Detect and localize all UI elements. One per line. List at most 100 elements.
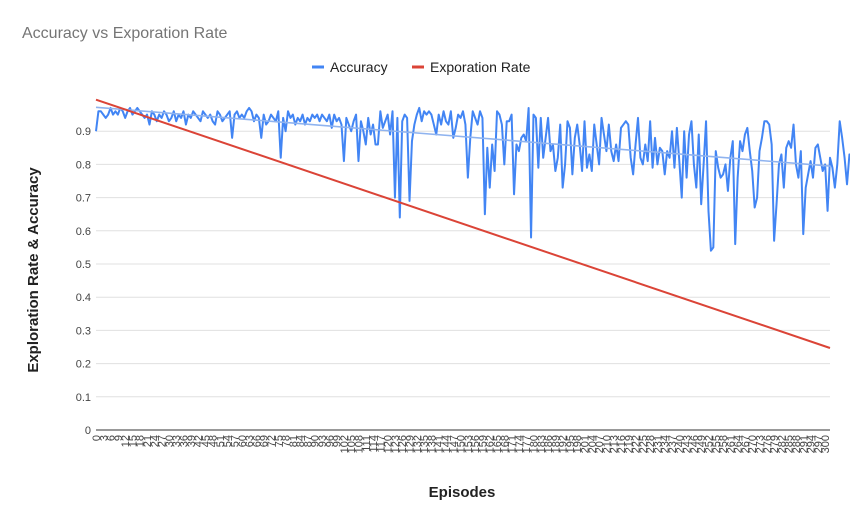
x-tick-label: 165 — [492, 435, 504, 453]
x-tick-label: 126 — [397, 435, 409, 453]
x-tick-label: 246 — [689, 435, 701, 453]
x-tick-label: 42 — [193, 435, 205, 447]
x-tick-label: 252 — [703, 435, 715, 453]
x-tick-label: 63 — [244, 435, 256, 447]
x-tick-label: 225 — [638, 435, 650, 453]
y-tick-label: 0.1 — [76, 392, 91, 404]
x-tick-label: 207 — [594, 435, 606, 453]
x-tick-label: 21 — [142, 435, 154, 447]
series-accuracy — [95, 106, 850, 252]
y-tick-label: 0.2 — [76, 359, 91, 371]
x-tick-label: 198 — [572, 435, 584, 453]
x-tick-label: 240 — [674, 435, 686, 453]
x-tick-label: 30 — [164, 435, 176, 447]
y-tick-label: 0.6 — [76, 226, 91, 238]
x-tick-label: 36 — [178, 435, 190, 447]
x-tick-label: 102 — [339, 435, 351, 453]
x-tick-label: 90 — [310, 435, 322, 447]
x-tick-label: 81 — [288, 435, 300, 447]
x-tick-label: 129 — [405, 435, 417, 453]
x-tick-label: 0 — [91, 435, 103, 441]
x-tick-label: 108 — [353, 435, 365, 453]
x-tick-label: 87 — [302, 435, 314, 447]
x-tick-label: 141 — [434, 435, 446, 453]
x-tick-label: 162 — [485, 435, 497, 453]
x-tick-label: 291 — [798, 435, 810, 453]
x-tick-label: 195 — [565, 435, 577, 453]
x-tick-label: 18 — [135, 435, 147, 447]
y-tick-label: 0.3 — [76, 325, 91, 337]
x-tick-label: 231 — [652, 435, 664, 453]
x-tick-label: 57 — [230, 435, 242, 447]
x-tick-label: 300 — [820, 435, 832, 453]
x-tick-label: 222 — [631, 435, 643, 453]
x-tick-label: 48 — [208, 435, 220, 447]
x-tick-label: 177 — [521, 435, 533, 453]
x-tick-label: 267 — [740, 435, 752, 453]
x-tick-label: 264 — [733, 435, 745, 453]
x-tick-label: 33 — [171, 435, 183, 447]
x-tick-label: 12 — [120, 435, 132, 447]
legend: Accuracy Exporation Rate — [312, 59, 531, 75]
x-axis-title: Episodes — [429, 484, 496, 501]
x-tick-label: 285 — [784, 435, 796, 453]
x-tick-label: 96 — [324, 435, 336, 447]
x-tick-label: 84 — [295, 435, 307, 447]
x-tick-label: 192 — [558, 435, 570, 453]
x-tick-label: 111 — [361, 435, 373, 452]
x-tick-label: 69 — [259, 435, 271, 447]
x-tick-label: 99 — [332, 435, 344, 447]
x-tick-label: 51 — [215, 435, 227, 447]
x-tick-label: 120 — [383, 435, 395, 453]
x-axis-ticks: 0369121518212427303336394245485154576063… — [91, 435, 832, 453]
y-tick-label: 0.7 — [76, 193, 91, 205]
x-tick-label: 219 — [623, 435, 635, 453]
x-tick-label: 72 — [266, 435, 278, 447]
y-axis-title: Exploration Rate & Accuracy — [25, 167, 42, 373]
x-tick-label: 117 — [375, 435, 387, 453]
x-tick-label: 6 — [106, 435, 118, 441]
x-tick-label: 186 — [543, 435, 555, 453]
x-tick-label: 150 — [456, 435, 468, 453]
legend-label-exporation-rate: Exporation Rate — [430, 59, 531, 75]
x-tick-label: 132 — [412, 435, 424, 453]
x-tick-label: 279 — [769, 435, 781, 453]
x-tick-label: 147 — [448, 435, 460, 453]
x-tick-label: 93 — [317, 435, 329, 447]
x-tick-label: 75 — [273, 435, 285, 447]
x-tick-label: 189 — [550, 435, 562, 453]
x-tick-label: 15 — [127, 435, 139, 447]
x-tick-label: 174 — [514, 435, 526, 453]
x-tick-label: 60 — [237, 435, 249, 447]
x-tick-label: 270 — [747, 435, 759, 453]
x-tick-label: 255 — [711, 435, 723, 453]
x-tick-label: 249 — [696, 435, 708, 453]
x-tick-label: 135 — [419, 435, 431, 453]
x-tick-label: 153 — [463, 435, 475, 453]
x-tick-label: 66 — [251, 435, 263, 447]
x-tick-label: 159 — [477, 435, 489, 453]
series-layer — [95, 98, 850, 349]
x-tick-label: 138 — [426, 435, 438, 453]
y-tick-label: 0 — [85, 425, 91, 437]
x-tick-label: 201 — [580, 435, 592, 453]
x-tick-label: 297 — [813, 435, 825, 453]
x-tick-label: 276 — [762, 435, 774, 453]
x-tick-label: 45 — [200, 435, 212, 447]
x-tick-label: 123 — [390, 435, 402, 453]
x-tick-label: 213 — [609, 435, 621, 453]
y-tick-label: 0.5 — [76, 259, 91, 271]
x-tick-label: 282 — [776, 435, 788, 453]
y-tick-label: 0.4 — [76, 292, 91, 304]
y-tick-label: 0.8 — [76, 159, 91, 171]
x-tick-label: 39 — [186, 435, 198, 447]
x-tick-label: 78 — [281, 435, 293, 447]
x-tick-label: 168 — [499, 435, 511, 453]
x-tick-label: 234 — [660, 435, 672, 453]
x-tick-label: 54 — [222, 435, 234, 447]
x-tick-label: 216 — [616, 435, 628, 453]
x-tick-label: 183 — [536, 435, 548, 453]
x-tick-label: 114 — [368, 435, 380, 453]
x-tick-label: 105 — [346, 435, 358, 453]
x-tick-label: 228 — [645, 435, 657, 453]
